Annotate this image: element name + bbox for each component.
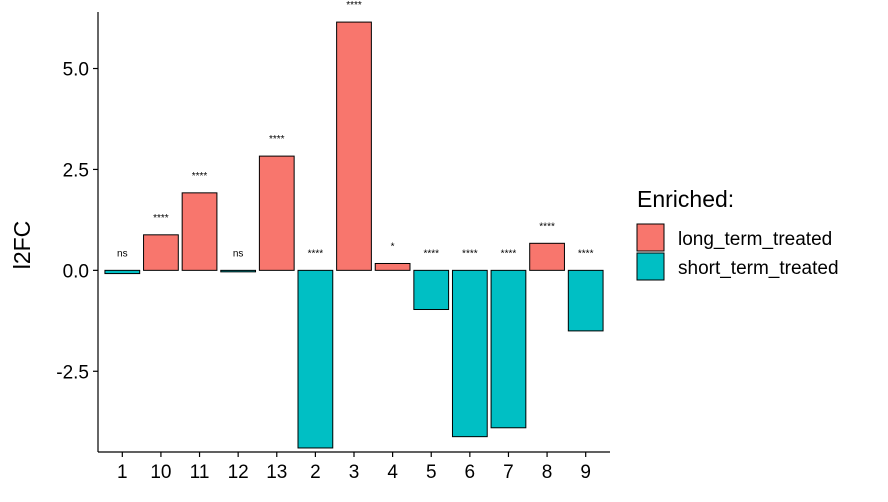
significance-label: **** — [423, 248, 439, 259]
y-tick-label: 2.5 — [63, 160, 89, 181]
bar-9 — [567, 269, 604, 332]
bar-2 — [297, 269, 334, 449]
legend-label: short_term_treated — [678, 258, 839, 279]
y-axis-ticks: 5.0 2.5 0.0 -2.5 — [56, 60, 98, 383]
significance-labels: ns********ns***************** **** *******… — [117, 0, 594, 259]
legend-key — [636, 252, 665, 281]
significance-label: **** — [462, 248, 478, 259]
significance-label: **** — [346, 0, 362, 11]
significance-label: **** — [539, 221, 555, 232]
bar-10 — [143, 234, 179, 271]
x-tick-label: 10 — [150, 462, 171, 483]
y-tick-label: 5.0 — [63, 60, 89, 81]
bar-8 — [529, 242, 565, 271]
x-tick-label: 4 — [387, 462, 398, 483]
x-tick-label: 11 — [190, 462, 210, 483]
x-tick-label: 1 — [117, 462, 128, 483]
x-tick-label: 6 — [465, 462, 476, 483]
bar-7 — [490, 269, 527, 429]
legend-label: long_term_treated — [678, 229, 832, 250]
x-tick-label: 7 — [503, 462, 514, 483]
x-tick-label: 5 — [426, 462, 437, 483]
significance-label: ns — [233, 248, 244, 259]
y-tick-label: -2.5 — [56, 362, 89, 383]
legend-key — [636, 223, 665, 252]
legend-entries: long_term_treated short_term_treated — [636, 223, 839, 281]
x-axis-ticks: 1 10 11 12 13 2 3 4 5 6 7 8 9 — [117, 452, 591, 483]
bar-1 — [104, 269, 141, 275]
significance-label: **** — [192, 171, 208, 182]
significance-label: **** — [578, 248, 594, 259]
legend: Enriched: long_term_treated short_term_tr… — [636, 186, 839, 281]
bars — [104, 21, 604, 449]
y-tick-label: 0.0 — [63, 261, 89, 282]
significance-label: * — [391, 241, 395, 252]
significance-label: ns — [117, 248, 128, 259]
significance-label: **** — [501, 248, 517, 259]
bar-13 — [258, 155, 295, 271]
bar-5 — [413, 269, 450, 311]
legend-title: Enriched: — [637, 186, 734, 212]
x-tick-label: 3 — [349, 462, 360, 483]
significance-label: **** — [308, 248, 324, 259]
bar-6 — [451, 269, 488, 438]
y-axis-title: l2FC — [9, 221, 35, 270]
bar-3 — [336, 21, 372, 271]
x-tick-label: 13 — [266, 462, 287, 483]
x-tick-label: 12 — [228, 462, 249, 483]
bar-11 — [181, 192, 218, 271]
x-tick-label: 2 — [310, 462, 321, 483]
x-tick-label: 9 — [580, 462, 591, 483]
significance-label: **** — [269, 134, 285, 145]
significance-label: **** — [153, 213, 169, 224]
bar-4 — [374, 262, 411, 271]
bar-12 — [220, 269, 257, 273]
x-tick-label: 8 — [542, 462, 553, 483]
